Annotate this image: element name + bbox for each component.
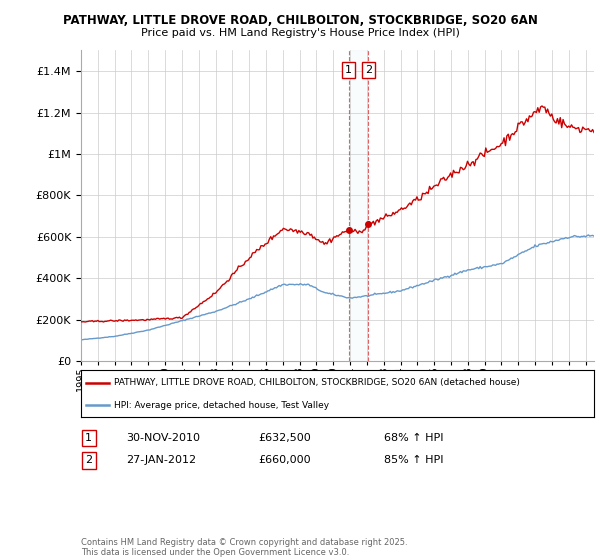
Text: 2: 2	[85, 455, 92, 465]
Text: 2: 2	[365, 65, 372, 75]
Text: £632,500: £632,500	[258, 433, 311, 443]
Text: £660,000: £660,000	[258, 455, 311, 465]
Text: Price paid vs. HM Land Registry's House Price Index (HPI): Price paid vs. HM Land Registry's House …	[140, 28, 460, 38]
Text: HPI: Average price, detached house, Test Valley: HPI: Average price, detached house, Test…	[115, 401, 329, 410]
Text: PATHWAY, LITTLE DROVE ROAD, CHILBOLTON, STOCKBRIDGE, SO20 6AN (detached house): PATHWAY, LITTLE DROVE ROAD, CHILBOLTON, …	[115, 379, 520, 388]
Text: 1: 1	[85, 433, 92, 443]
Text: PATHWAY, LITTLE DROVE ROAD, CHILBOLTON, STOCKBRIDGE, SO20 6AN: PATHWAY, LITTLE DROVE ROAD, CHILBOLTON, …	[62, 14, 538, 27]
Text: 30-NOV-2010: 30-NOV-2010	[126, 433, 200, 443]
Text: 1: 1	[345, 65, 352, 75]
Text: 27-JAN-2012: 27-JAN-2012	[126, 455, 196, 465]
Text: Contains HM Land Registry data © Crown copyright and database right 2025.
This d: Contains HM Land Registry data © Crown c…	[81, 538, 407, 557]
Text: 68% ↑ HPI: 68% ↑ HPI	[384, 433, 443, 443]
Text: 85% ↑ HPI: 85% ↑ HPI	[384, 455, 443, 465]
Bar	[349, 50, 368, 361]
